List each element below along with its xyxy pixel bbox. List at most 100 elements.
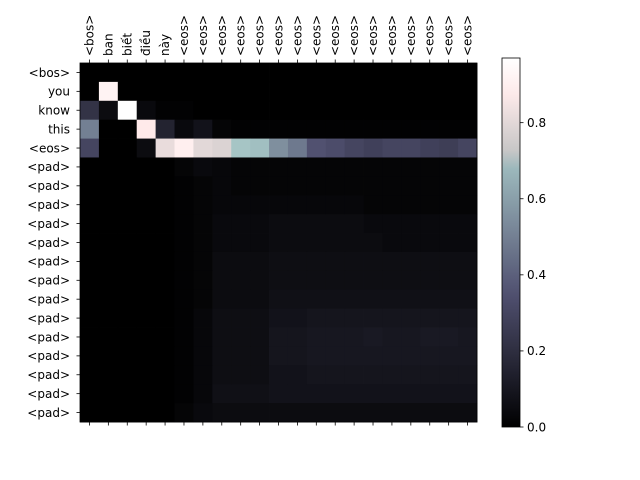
heatmap-cell [420, 63, 440, 83]
heatmap-cell [231, 100, 251, 121]
heatmap-cell [80, 63, 100, 83]
heatmap-cell [363, 176, 383, 196]
x-tick-label: <eos> [234, 15, 248, 56]
heatmap-cell [231, 270, 251, 291]
heatmap-cell [193, 157, 213, 177]
heatmap-cell [420, 365, 440, 385]
heatmap-cell [98, 63, 119, 83]
heatmap-cell [174, 270, 194, 291]
y-tick-label: this [48, 122, 70, 136]
heatmap-cell [344, 384, 364, 404]
heatmap-cell [136, 195, 157, 215]
heatmap-cell [98, 195, 119, 215]
heatmap-cell [344, 403, 364, 423]
heatmap-cell [325, 384, 346, 404]
heatmap-cell [458, 251, 478, 272]
heatmap-cell [344, 233, 364, 253]
heatmap-cell [250, 195, 270, 215]
heatmap-cell [401, 346, 421, 366]
heatmap-cell [363, 289, 383, 310]
heatmap-cell [344, 365, 364, 385]
heatmap-cell [382, 100, 402, 121]
heatmap-cell [80, 195, 100, 215]
heatmap-cell [458, 195, 478, 215]
heatmap-cell [458, 138, 478, 158]
heatmap-cell [174, 100, 194, 121]
heatmap-cell [306, 233, 327, 253]
heatmap-cell [269, 100, 289, 121]
heatmap-cell [155, 81, 175, 102]
heatmap-cell [117, 119, 138, 139]
x-tick-label: <bos> [82, 15, 96, 56]
heatmap-cell [136, 327, 157, 347]
heatmap-cell [174, 176, 194, 196]
heatmap-cell [212, 365, 232, 385]
heatmap-cell [98, 346, 119, 366]
heatmap-cell [420, 157, 440, 177]
heatmap-cell [401, 63, 421, 83]
heatmap-cell [193, 270, 213, 291]
heatmap-cell [344, 138, 364, 158]
heatmap-cell [80, 384, 100, 404]
heatmap-cell [269, 346, 289, 366]
heatmap-cell [155, 289, 175, 310]
heatmap-cell [98, 138, 119, 158]
heatmap-cell [458, 327, 478, 347]
y-tick-label: <eos> [29, 141, 70, 155]
heatmap-cell [306, 270, 327, 291]
heatmap-cell [212, 233, 232, 253]
y-tick-label: <pad> [27, 179, 70, 193]
heatmap-cell [363, 346, 383, 366]
heatmap-cell [80, 308, 100, 328]
y-tick-label: <pad> [27, 368, 70, 382]
heatmap-cell [269, 81, 289, 102]
heatmap-cell [174, 365, 194, 385]
heatmap-cell [306, 119, 327, 139]
heatmap-cell [136, 233, 157, 253]
heatmap-cell [174, 384, 194, 404]
heatmap-cell [212, 251, 232, 272]
heatmap-cell [117, 157, 138, 177]
heatmap-cell [212, 81, 232, 102]
x-tick-label: <eos> [366, 15, 380, 56]
heatmap-cell [174, 289, 194, 310]
heatmap-cell [174, 233, 194, 253]
heatmap-cell [382, 384, 402, 404]
heatmap-cell [174, 308, 194, 328]
x-tick-label: <eos> [272, 15, 286, 56]
heatmap-cell [155, 195, 175, 215]
heatmap-cell [306, 100, 327, 121]
heatmap-cell [269, 403, 289, 423]
heatmap-cell [117, 365, 138, 385]
heatmap-cell [306, 346, 327, 366]
heatmap-cell [363, 233, 383, 253]
x-axis: <bos> ban biết điều này <eos> <eos> <eos> <eos> <… [82, 15, 475, 426]
heatmap-cell [325, 138, 346, 158]
heatmap-cell [250, 233, 270, 253]
heatmap-cell [439, 119, 459, 139]
heatmap-cell [231, 308, 251, 328]
heatmap-cell [382, 233, 402, 253]
heatmap-cell [382, 195, 402, 215]
heatmap-cell [212, 100, 232, 121]
heatmap-cell [344, 100, 364, 121]
heatmap-cell [117, 81, 138, 102]
heatmap-cell [250, 327, 270, 347]
heatmap-cell [231, 81, 251, 102]
heatmap-cell [136, 157, 157, 177]
heatmap-cell [382, 403, 402, 423]
heatmap-cell [344, 119, 364, 139]
heatmap-cell [287, 289, 308, 310]
heatmap-cell [401, 233, 421, 253]
heatmap-cell [231, 403, 251, 423]
heatmap-cell [193, 403, 213, 423]
heatmap-cell [363, 119, 383, 139]
heatmap-cell [117, 346, 138, 366]
heatmap-cell [117, 251, 138, 272]
heatmap-cell [382, 214, 402, 234]
heatmap-cell [136, 403, 157, 423]
heatmap-cell [212, 157, 232, 177]
x-tick-label: này [158, 34, 172, 56]
x-tick-label: <eos> [328, 15, 342, 56]
heatmap-cell [80, 157, 100, 177]
